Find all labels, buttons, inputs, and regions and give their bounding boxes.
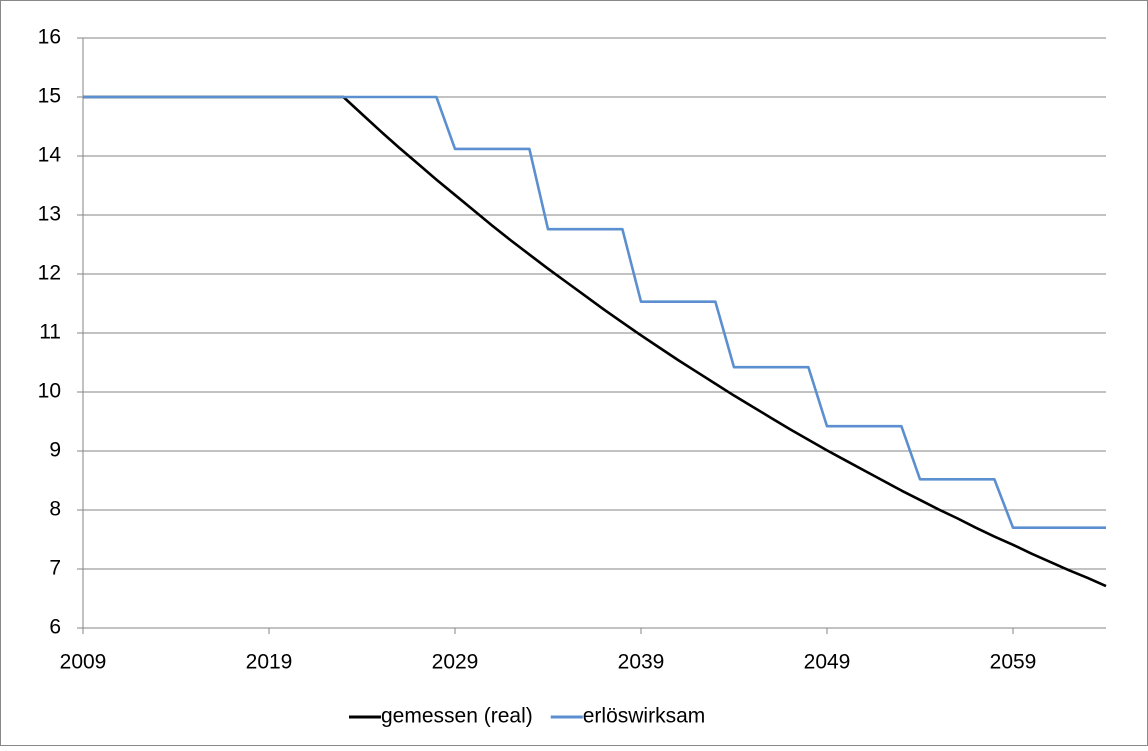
x-tick-label: 2019 bbox=[246, 651, 293, 674]
data-line bbox=[83, 95, 1106, 529]
y-tick-label: 8 bbox=[49, 498, 61, 521]
y-tick-label: 12 bbox=[38, 262, 61, 285]
y-tick-label: 9 bbox=[49, 439, 61, 462]
x-tick-label: 2039 bbox=[618, 651, 665, 674]
y-tick-label: 6 bbox=[49, 616, 61, 639]
y-tick-label: 16 bbox=[38, 26, 61, 49]
y-tick-label: 13 bbox=[38, 203, 61, 226]
y-tick-label: 11 bbox=[39, 321, 61, 344]
y-tick-label: 7 bbox=[49, 557, 61, 580]
x-tick-label: 2059 bbox=[990, 651, 1037, 674]
y-tick-label: 10 bbox=[38, 380, 61, 403]
x-tick-label: 2049 bbox=[804, 651, 851, 674]
legend-label: gemessen (real) bbox=[381, 705, 533, 728]
legend-label: erlöswirksam bbox=[583, 705, 706, 728]
x-tick-label: 2009 bbox=[60, 651, 107, 674]
y-tick-label: 14 bbox=[38, 144, 62, 167]
y-tick-label: 15 bbox=[38, 85, 61, 108]
x-tick-label: 2029 bbox=[432, 651, 479, 674]
